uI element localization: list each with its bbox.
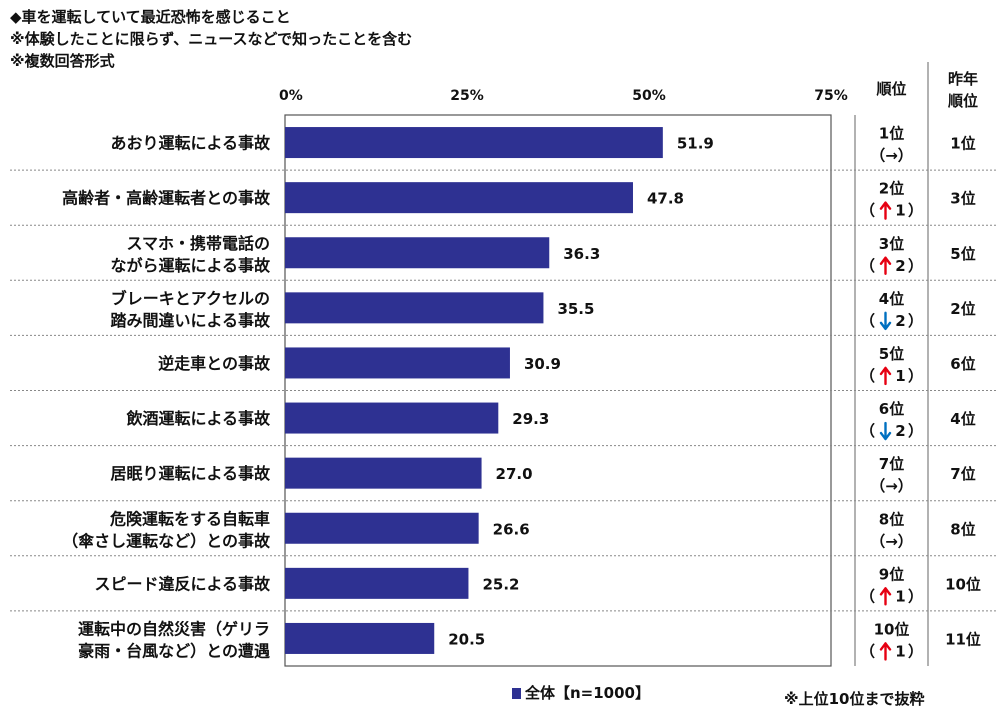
chart-title: ◆車を運転していて最近恐怖を感じること: [10, 8, 291, 26]
category-label: 踏み間違いによる事故: [110, 311, 271, 330]
rank-change: 1: [895, 202, 905, 220]
data-label: 20.5: [448, 630, 485, 648]
chart-subtitle-note: ※体験したことに限らず、ニュースなどで知ったことを含む: [10, 30, 413, 48]
rank-change: （→）: [870, 532, 913, 550]
prev-rank-value: 8位: [950, 520, 975, 538]
rank-change: （→）: [870, 477, 913, 495]
rank-change-paren-close: ）: [908, 367, 923, 385]
data-label: 25.2: [482, 575, 519, 593]
rank-value: 3位: [879, 235, 904, 253]
prev-rank-value: 5位: [950, 245, 975, 263]
category-label: 危険運転をする自転車: [110, 509, 270, 528]
prev-rank-value: 2位: [950, 300, 975, 318]
x-tick-label: 50%: [632, 88, 666, 104]
rank-change: （→）: [870, 147, 913, 165]
category-label: ながら運転による事故: [110, 256, 271, 275]
rank-change: 2: [895, 422, 905, 440]
bar: [285, 512, 479, 544]
bar: [285, 347, 510, 379]
category-label: あおり運転による事故: [110, 134, 271, 153]
up-arrow-icon: [879, 201, 892, 220]
x-tick-label: 75%: [814, 88, 848, 104]
up-arrow-icon: [879, 642, 892, 661]
bar: [285, 622, 435, 654]
prev-rank-header-line2: 順位: [947, 92, 978, 110]
category-label: スピード違反による事故: [94, 574, 271, 593]
rank-value: 8位: [879, 510, 904, 528]
bar: [285, 182, 633, 214]
bar: [285, 457, 482, 489]
rank-change: 1: [895, 367, 905, 385]
data-label: 26.6: [493, 520, 530, 538]
rank-value: 1位: [879, 125, 904, 143]
rank-change: 2: [895, 257, 905, 275]
rank-change: 2: [895, 312, 905, 330]
rank-value: 9位: [879, 565, 904, 583]
bar: [285, 567, 469, 599]
data-label: 47.8: [647, 190, 684, 208]
data-label: 51.9: [677, 135, 714, 153]
rank-change-paren-open: （: [860, 257, 875, 275]
rank-value: 5位: [879, 345, 904, 363]
x-tick-label: 0%: [279, 88, 303, 104]
category-label: スマホ・携帯電話の: [126, 234, 270, 253]
rank-value: 6位: [879, 400, 904, 418]
rank-change-paren-open: （: [860, 367, 875, 385]
legend-swatch: [512, 688, 521, 699]
rank-change-paren-close: ）: [908, 312, 923, 330]
bar: [285, 292, 544, 324]
rank-value: 10位: [874, 620, 910, 638]
category-label: 逆走車との事故: [158, 354, 271, 373]
rank-change-paren-close: ）: [908, 422, 923, 440]
data-label: 35.5: [557, 300, 594, 318]
prev-rank-value: 4位: [950, 410, 975, 428]
rank-change-paren-close: ）: [908, 257, 923, 275]
up-arrow-icon: [879, 366, 892, 386]
rank-change-paren-close: ）: [908, 642, 923, 660]
rank-change-paren-open: （: [860, 642, 875, 660]
legend-label: 全体【n=1000】: [524, 684, 650, 702]
bar: [285, 237, 550, 269]
rank-value: 4位: [879, 290, 904, 308]
rank-change: 1: [895, 642, 905, 660]
up-arrow-icon: [879, 256, 892, 275]
bar: [285, 402, 499, 434]
category-label: 運転中の自然災害（ゲリラ: [78, 619, 270, 638]
data-label: 27.0: [496, 465, 533, 483]
prev-rank-header-line1: 昨年: [948, 70, 978, 88]
bar: [285, 127, 663, 159]
data-label: 30.9: [524, 355, 561, 373]
chart-format-note: ※複数回答形式: [10, 52, 115, 70]
prev-rank-value: 3位: [950, 190, 975, 208]
category-label: （傘さし運転など）との事故: [62, 531, 271, 550]
category-label: ブレーキとアクセルの: [111, 289, 270, 308]
prev-rank-value: 10位: [945, 575, 981, 593]
rank-change-paren-close: ）: [908, 587, 923, 605]
prev-rank-value: 1位: [950, 135, 975, 153]
rank-change-paren-open: （: [860, 202, 875, 220]
down-arrow-icon: [879, 421, 892, 441]
prev-rank-value: 7位: [950, 465, 975, 483]
rank-header: 順位: [875, 80, 906, 98]
category-label: 居眠り運転による事故: [110, 464, 271, 483]
category-label: 高齢者・高齢運転者との事故: [62, 189, 271, 208]
prev-rank-value: 6位: [950, 355, 975, 373]
data-label: 29.3: [512, 410, 549, 428]
down-arrow-icon: [879, 311, 892, 331]
rank-change-paren-open: （: [860, 587, 875, 605]
data-label: 36.3: [563, 245, 600, 263]
rank-value: 7位: [879, 455, 904, 473]
up-arrow-icon: [879, 587, 892, 606]
x-tick-label: 25%: [450, 88, 484, 104]
prev-rank-value: 11位: [945, 630, 981, 648]
rank-change-paren-open: （: [860, 422, 875, 440]
category-label: 豪雨・台風など）との遭遇: [78, 641, 270, 660]
rank-change-paren-open: （: [860, 312, 875, 330]
rank-change-paren-close: ）: [908, 202, 923, 220]
category-label: 飲酒運転による事故: [125, 409, 271, 428]
rank-value: 2位: [879, 180, 904, 198]
footer-note: ※上位10位まで抜粋: [784, 690, 925, 708]
rank-change: 1: [895, 587, 905, 605]
